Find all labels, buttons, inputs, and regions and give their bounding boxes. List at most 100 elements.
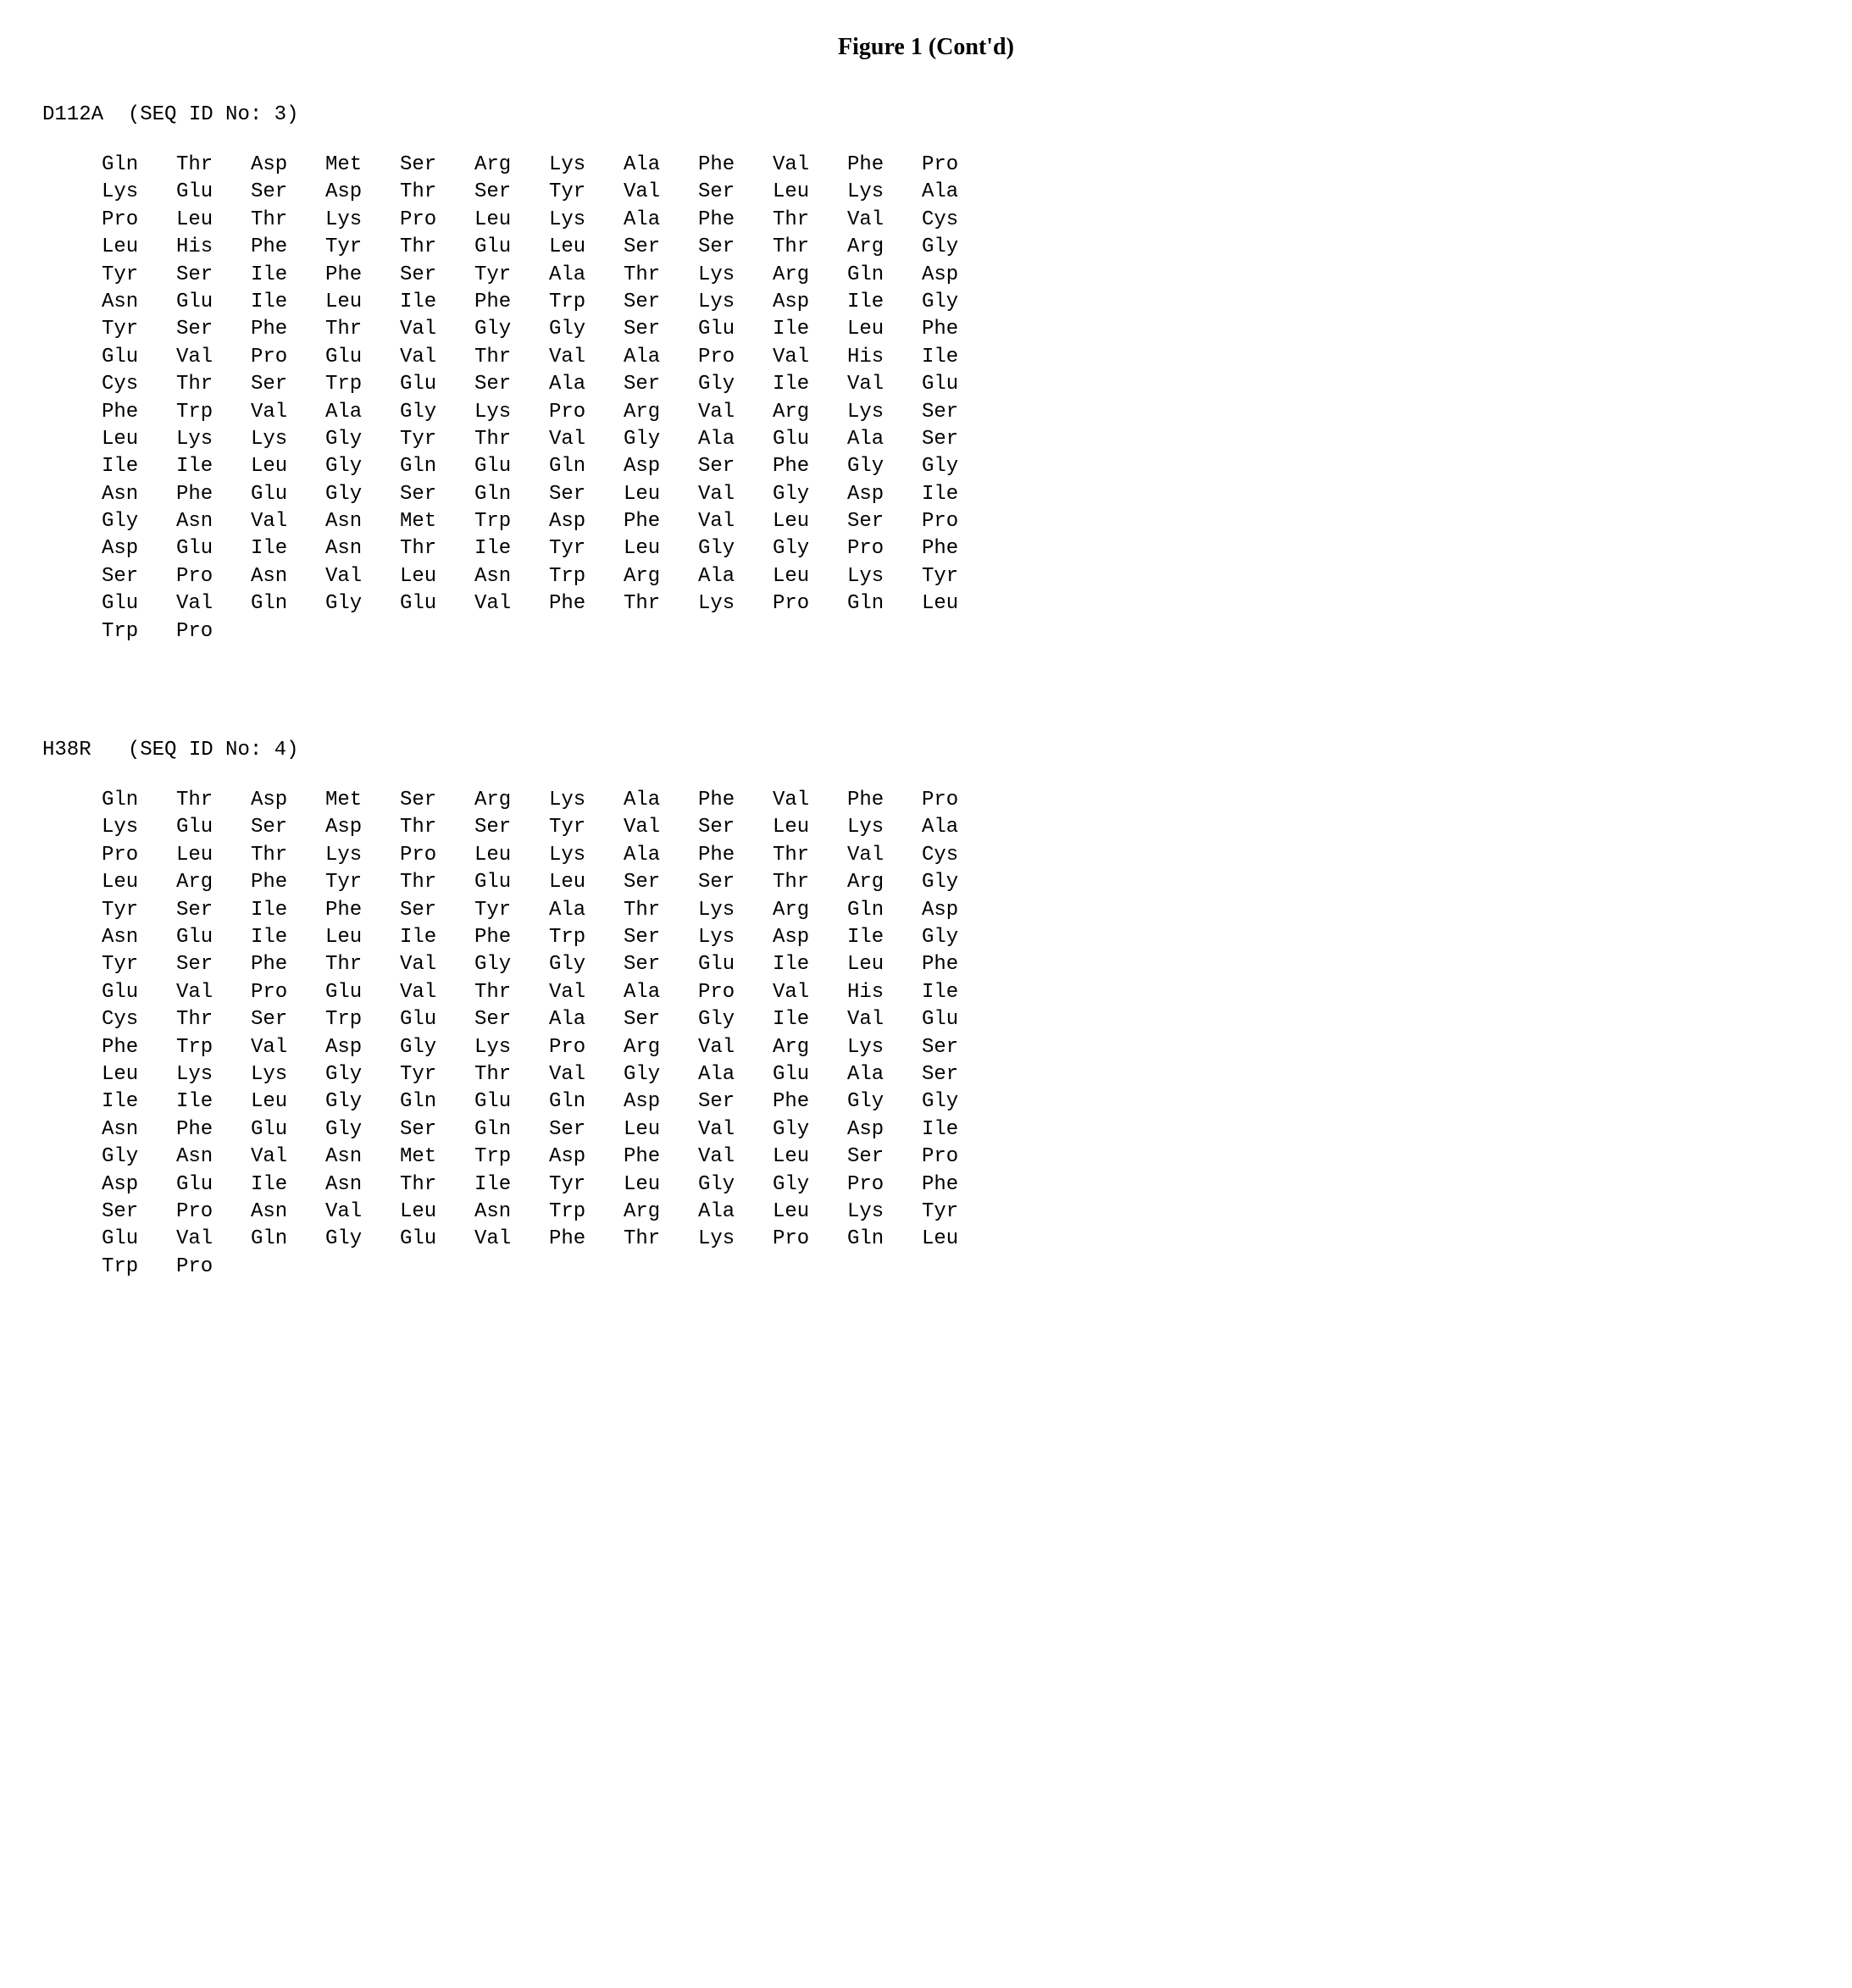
residue-cell: Trp (549, 289, 624, 316)
residue-cell: Ala (624, 344, 698, 371)
residue-cell: Val (400, 316, 474, 343)
residue-cell: Arg (624, 399, 698, 426)
residue-cell: Asn (176, 1144, 251, 1171)
residue-cell: Thr (400, 234, 474, 261)
residue-cell: Ile (102, 1088, 176, 1116)
residue-cell: Pro (773, 1226, 847, 1253)
residue-cell: Glu (325, 979, 400, 1006)
residue-cell: Lys (176, 1061, 251, 1088)
residue-cell: Ser (922, 1061, 996, 1088)
residue-cell: Ile (773, 1006, 847, 1033)
sequence-row: PheTrpValAspGlyLysProArgValArgLysSer (102, 1034, 1810, 1061)
sequence-row: LysGluSerAspThrSerTyrValSerLeuLysAla (102, 814, 1810, 841)
residue-cell: Glu (102, 979, 176, 1006)
sequence-row: GlyAsnValAsnMetTrpAspPheValLeuSerPro (102, 1144, 1810, 1171)
residue-cell: Ile (176, 453, 251, 480)
sequence-block: D112A (SEQ ID No: 3)GlnThrAspMetSerArgLy… (42, 103, 1810, 645)
residue-cell: Lys (251, 426, 325, 453)
residue-cell: Asn (325, 508, 400, 535)
residue-cell: Phe (624, 1144, 698, 1171)
residue-cell: Gly (474, 951, 549, 978)
residue-cell: Lys (176, 426, 251, 453)
residue-cell: Gly (325, 590, 400, 617)
residue-cell: Lys (549, 842, 624, 869)
residue-cell: Val (847, 1006, 922, 1033)
residue-cell: Ser (400, 897, 474, 924)
residue-cell: Ser (176, 897, 251, 924)
residue-cell: Thr (624, 262, 698, 289)
residue-cell: Ile (773, 951, 847, 978)
residue-cell: Ser (474, 814, 549, 841)
residue-cell: Ser (624, 951, 698, 978)
residue-cell: Thr (400, 814, 474, 841)
residue-cell: Ala (698, 1061, 773, 1088)
residue-cell: Lys (698, 289, 773, 316)
residue-cell: Lys (698, 897, 773, 924)
residue-cell: Val (698, 481, 773, 508)
residue-cell: Lys (549, 152, 624, 179)
residue-cell: Val (400, 979, 474, 1006)
residue-cell: Phe (102, 1034, 176, 1061)
sequence-row: LysGluSerAspThrSerTyrValSerLeuLysAla (102, 179, 1810, 206)
residue-cell: Val (176, 344, 251, 371)
residue-cell: Ile (251, 289, 325, 316)
residue-cell: Arg (474, 787, 549, 814)
residue-cell: Gly (698, 1171, 773, 1199)
sequence-row: LeuArgPheTyrThrGluLeuSerSerThrArgGly (102, 869, 1810, 896)
residue-cell: Ser (251, 179, 325, 206)
residue-cell: Thr (474, 344, 549, 371)
residue-cell: Tyr (102, 262, 176, 289)
residue-cell: Gln (474, 481, 549, 508)
residue-cell: Glu (400, 371, 474, 398)
residue-cell: Glu (773, 426, 847, 453)
sequence-row: GlnThrAspMetSerArgLysAlaPheValPhePro (102, 787, 1810, 814)
residue-cell: Trp (474, 1144, 549, 1171)
residue-cell: Thr (773, 869, 847, 896)
seq-id-suffix: ) (286, 739, 298, 761)
residue-cell: Ala (698, 426, 773, 453)
residue-cell: Leu (102, 1061, 176, 1088)
residue-cell: Glu (251, 1116, 325, 1144)
residue-cell: Glu (102, 590, 176, 617)
residue-cell: Val (698, 1144, 773, 1171)
residue-cell: Ser (400, 152, 474, 179)
residue-cell: Thr (176, 152, 251, 179)
residue-cell: Thr (474, 979, 549, 1006)
residue-cell: Asp (325, 179, 400, 206)
residue-cell: Ile (251, 897, 325, 924)
residue-cell: Ile (922, 979, 996, 1006)
residue-cell: Phe (698, 842, 773, 869)
residue-cell: Gly (847, 453, 922, 480)
residue-cell: Lys (474, 1034, 549, 1061)
sequence-row: GluValGlnGlyGluValPheThrLysProGlnLeu (102, 590, 1810, 617)
residue-cell: Glu (400, 1226, 474, 1253)
residue-cell: Ala (922, 814, 996, 841)
residue-cell: Asn (102, 481, 176, 508)
residue-cell: Pro (698, 979, 773, 1006)
residue-cell: Phe (251, 316, 325, 343)
residue-cell: Glu (773, 1061, 847, 1088)
residue-cell: Tyr (474, 262, 549, 289)
residue-cell: Gly (549, 316, 624, 343)
residue-cell: Leu (624, 535, 698, 562)
residue-cell: Ile (922, 344, 996, 371)
residue-cell: Leu (400, 1199, 474, 1226)
residue-cell: Arg (773, 1034, 847, 1061)
sequence-row: TyrSerPheThrValGlyGlySerGluIleLeuPhe (102, 316, 1810, 343)
residue-cell: Ser (251, 1006, 325, 1033)
residue-cell: Val (251, 508, 325, 535)
residue-cell: Val (251, 1034, 325, 1061)
residue-cell: Lys (549, 207, 624, 234)
residue-cell: Thr (400, 1171, 474, 1199)
residue-cell: Phe (176, 1116, 251, 1144)
residue-cell: Gln (847, 262, 922, 289)
residue-cell: Ile (251, 1171, 325, 1199)
residue-cell: Ser (847, 508, 922, 535)
residue-cell: Ala (549, 1006, 624, 1033)
residue-cell: Lys (847, 1034, 922, 1061)
residue-cell: Gly (102, 508, 176, 535)
residue-cell: Ser (176, 951, 251, 978)
residue-cell: Trp (176, 399, 251, 426)
residue-cell: Ser (102, 1199, 176, 1226)
residue-cell: Gly (922, 869, 996, 896)
